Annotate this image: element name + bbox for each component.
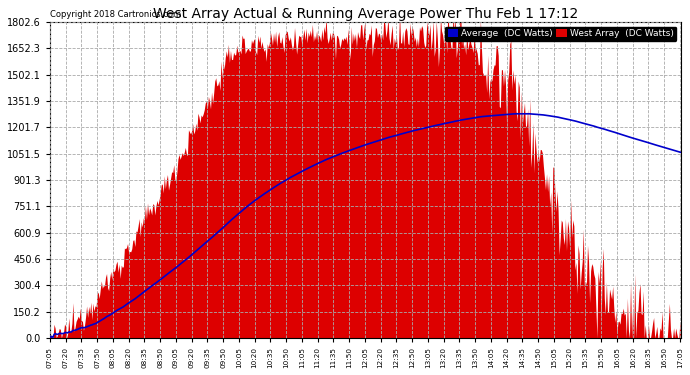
Title: West Array Actual & Running Average Power Thu Feb 1 17:12: West Array Actual & Running Average Powe… xyxy=(152,7,578,21)
Text: Copyright 2018 Cartronics.com: Copyright 2018 Cartronics.com xyxy=(50,10,181,19)
Legend: Average  (DC Watts), West Array  (DC Watts): Average (DC Watts), West Array (DC Watts… xyxy=(445,27,676,41)
